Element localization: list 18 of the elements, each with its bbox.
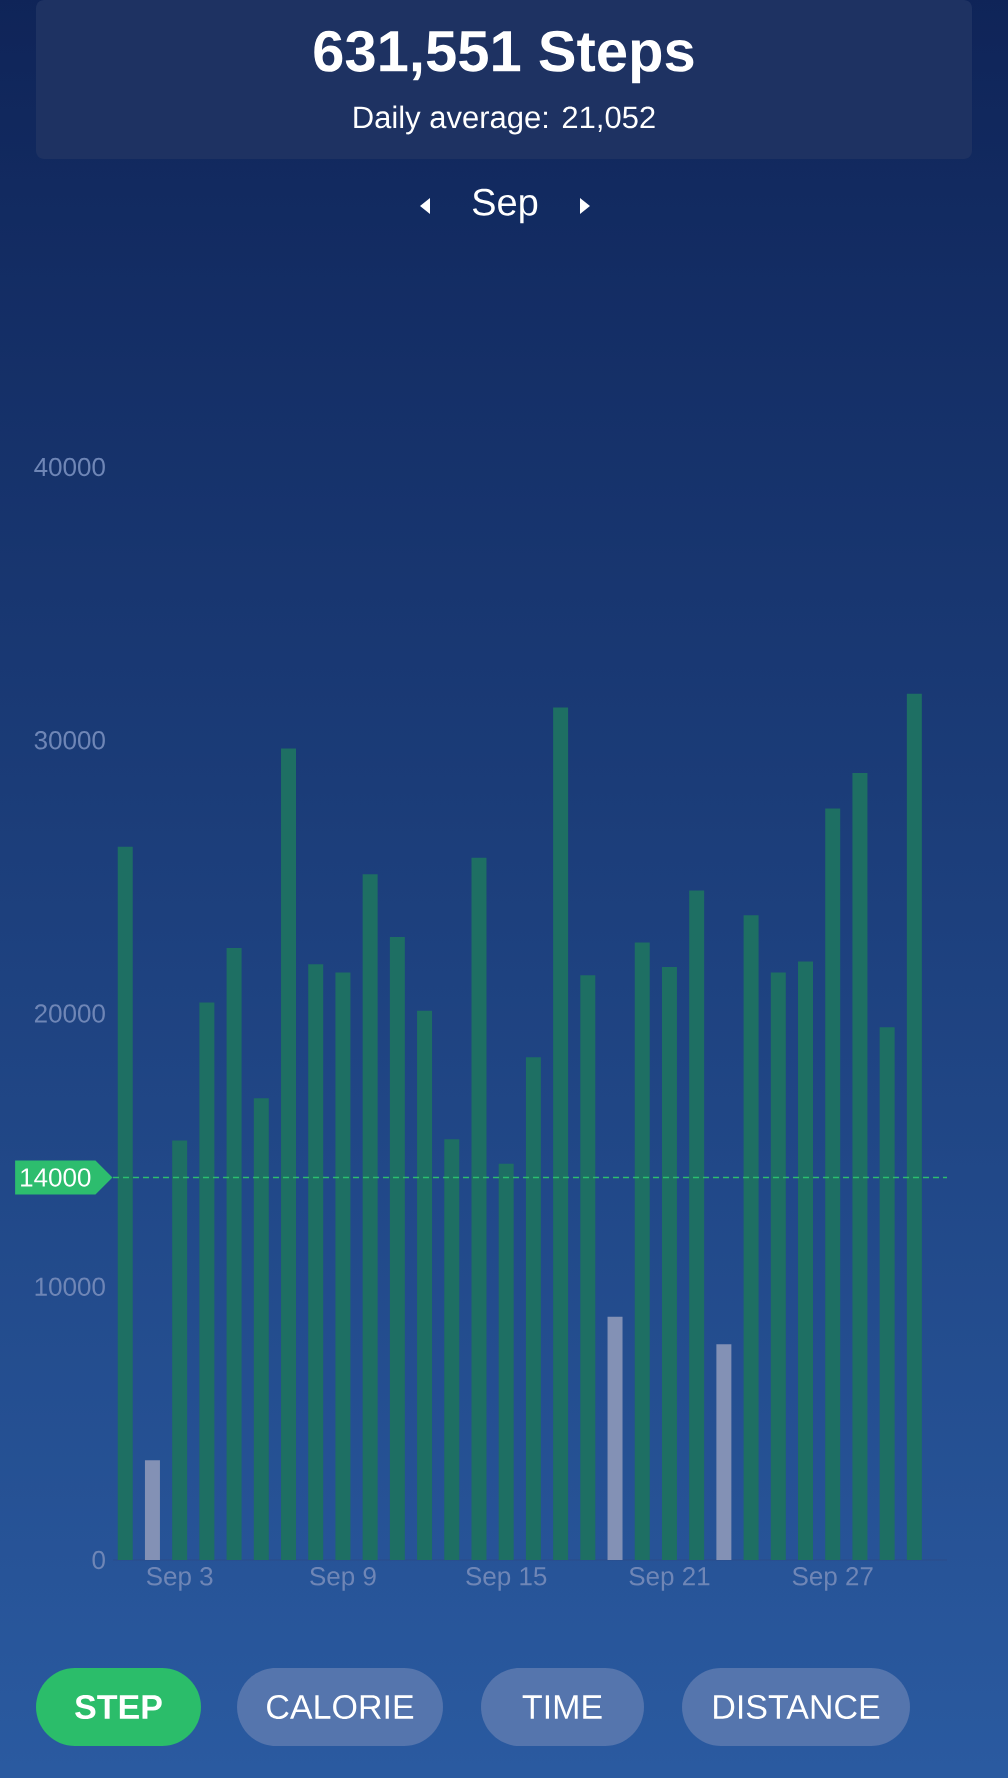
text: CALORIE [267, 1694, 414, 1720]
text: STEP [75, 1694, 162, 1720]
x-tick-label: Sep 15 [466, 1567, 547, 1591]
chart-title: 631,551 Steps [314, 30, 694, 84]
text: TIME [522, 1695, 602, 1719]
text: DISTANCE [714, 1694, 880, 1720]
y-tick-label: 20000 [34, 1004, 105, 1023]
text: Sep [472, 188, 538, 224]
chart-subtitle: Daily average: 21,052 [354, 105, 655, 135]
x-tick-label: Sep 21 [629, 1567, 710, 1591]
y-tick-label: 30000 [34, 731, 105, 750]
x-tick-label: Sep 3 [146, 1567, 213, 1591]
x-tick-label: Sep 27 [792, 1567, 873, 1591]
ref-line-label: 14000 [21, 1168, 91, 1187]
y-tick-label: 40000 [34, 457, 105, 477]
y-tick-label: 0 [92, 1550, 105, 1570]
y-tick-label: 10000 [35, 1277, 105, 1296]
x-tick-label: Sep 9 [310, 1567, 376, 1591]
